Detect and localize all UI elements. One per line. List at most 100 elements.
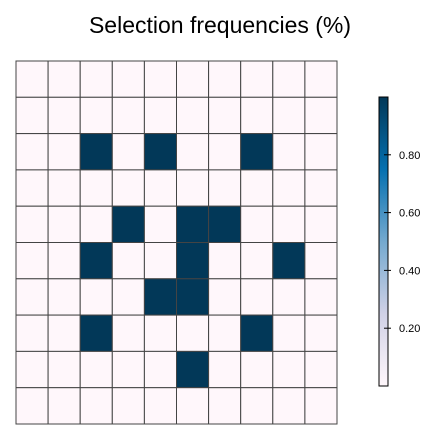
heatmap-cell: [47, 96, 81, 135]
heatmap-cell: [304, 133, 338, 171]
heatmap-cell: [143, 350, 177, 389]
heatmap-cell: [111, 96, 145, 135]
heatmap-cell: [272, 314, 306, 352]
heatmap-cell: [15, 133, 49, 171]
chart-title: Selection frequencies (%): [89, 12, 351, 38]
colorbar-ticks: 0.20 0.40 0.60 0.80: [384, 150, 420, 335]
heatmap-cell: [15, 96, 49, 135]
heatmap-cell: [47, 60, 81, 98]
heatmap-cell: [240, 133, 274, 171]
heatmap-cell: [79, 169, 113, 207]
heatmap-cell: [15, 350, 49, 389]
heatmap-cell: [272, 387, 306, 425]
heatmap-cell: [111, 169, 145, 207]
heatmap-cell: [240, 278, 274, 316]
heatmap-cell: [47, 205, 81, 243]
heatmap-cell: [143, 169, 177, 207]
heatmap-cell: [79, 387, 113, 425]
colorbar-tick-label: 0.60: [399, 208, 420, 220]
heatmap-cell: [272, 60, 306, 98]
heatmap-cell: [208, 169, 242, 207]
heatmap-cell: [47, 314, 81, 352]
heatmap-cell: [208, 242, 242, 280]
heatmap-cell: [15, 242, 49, 280]
heatmap-cell: [304, 387, 338, 425]
heatmap-cell: [272, 278, 306, 316]
colorbar-tick-label: 0.80: [399, 150, 420, 162]
heatmap-cell: [240, 242, 274, 280]
heatmap-cell: [272, 133, 306, 171]
heatmap-cell: [208, 60, 242, 98]
heatmap-cell: [240, 350, 274, 389]
heatmap-cell: [304, 60, 338, 98]
heatmap-cell: [304, 278, 338, 316]
heatmap-cell: [47, 169, 81, 207]
heatmap-cell: [15, 278, 49, 316]
heatmap-cell: [304, 314, 338, 352]
heatmap-cell: [47, 350, 81, 389]
heatmap-cell: [47, 242, 81, 280]
heatmap-cell: [240, 314, 274, 352]
heatmap-cell: [47, 387, 81, 425]
heatmap-cell: [143, 314, 177, 352]
heatmap-cell: [208, 96, 242, 135]
heatmap-cell: [79, 350, 113, 389]
heatmap-cell: [304, 205, 338, 243]
heatmap-cell: [208, 314, 242, 352]
heatmap-cell: [176, 350, 210, 389]
heatmap-cell: [143, 387, 177, 425]
heatmap-cell: [111, 60, 145, 98]
heatmap-cell: [111, 242, 145, 280]
heatmap-cell: [176, 60, 210, 98]
heatmap-cell: [79, 96, 113, 135]
heatmap-cell: [143, 205, 177, 243]
colorbar-tick-label: 0.20: [399, 323, 420, 335]
heatmap-cell: [79, 242, 113, 280]
heatmap-cell: [176, 205, 210, 243]
heatmap-cell: [304, 169, 338, 207]
heatmap-cell: [143, 278, 177, 316]
heatmap-cell: [111, 133, 145, 171]
heatmap-cell: [15, 314, 49, 352]
heatmap-cell: [79, 205, 113, 243]
heatmap-cell: [111, 278, 145, 316]
heatmap-cell: [208, 387, 242, 425]
heatmap-cell: [176, 169, 210, 207]
heatmap-cell: [47, 133, 81, 171]
heatmap-cell: [240, 60, 274, 98]
heatmap-cell: [111, 205, 145, 243]
heatmap-cell: [79, 133, 113, 171]
colorbar: 0.20 0.40 0.60 0.80: [378, 96, 420, 387]
heatmap-cell: [111, 387, 145, 425]
heatmap-cell: [15, 205, 49, 243]
heatmap-cell: [47, 278, 81, 316]
heatmap-cell: [15, 387, 49, 425]
heatmap-cell: [111, 314, 145, 352]
heatmap-cell: [240, 205, 274, 243]
heatmap-cell: [304, 96, 338, 135]
heatmap-cell: [176, 278, 210, 316]
heatmap-cell: [304, 350, 338, 389]
heatmap-cell: [272, 96, 306, 135]
heatmap-cell: [15, 169, 49, 207]
heatmap-cell: [208, 133, 242, 171]
heatmap-cell: [176, 242, 210, 280]
heatmap-cell: [304, 242, 338, 280]
heatmap-cell: [176, 133, 210, 171]
heatmap-cell: [143, 133, 177, 171]
heatmap-cell: [143, 60, 177, 98]
heatmap-cell: [143, 242, 177, 280]
heatmap-grid: [15, 60, 338, 425]
heatmap-cell: [240, 96, 274, 135]
colorbar-tick-label: 0.40: [399, 265, 420, 277]
heatmap-cell: [208, 350, 242, 389]
heatmap-cell: [240, 169, 274, 207]
heatmap-cell: [79, 314, 113, 352]
heatmap-cell: [79, 60, 113, 98]
colorbar-scale: [378, 96, 389, 387]
heatmap-cell: [143, 96, 177, 135]
heatmap-cell: [272, 205, 306, 243]
heatmap-cell: [15, 60, 49, 98]
heatmap-cell: [272, 350, 306, 389]
